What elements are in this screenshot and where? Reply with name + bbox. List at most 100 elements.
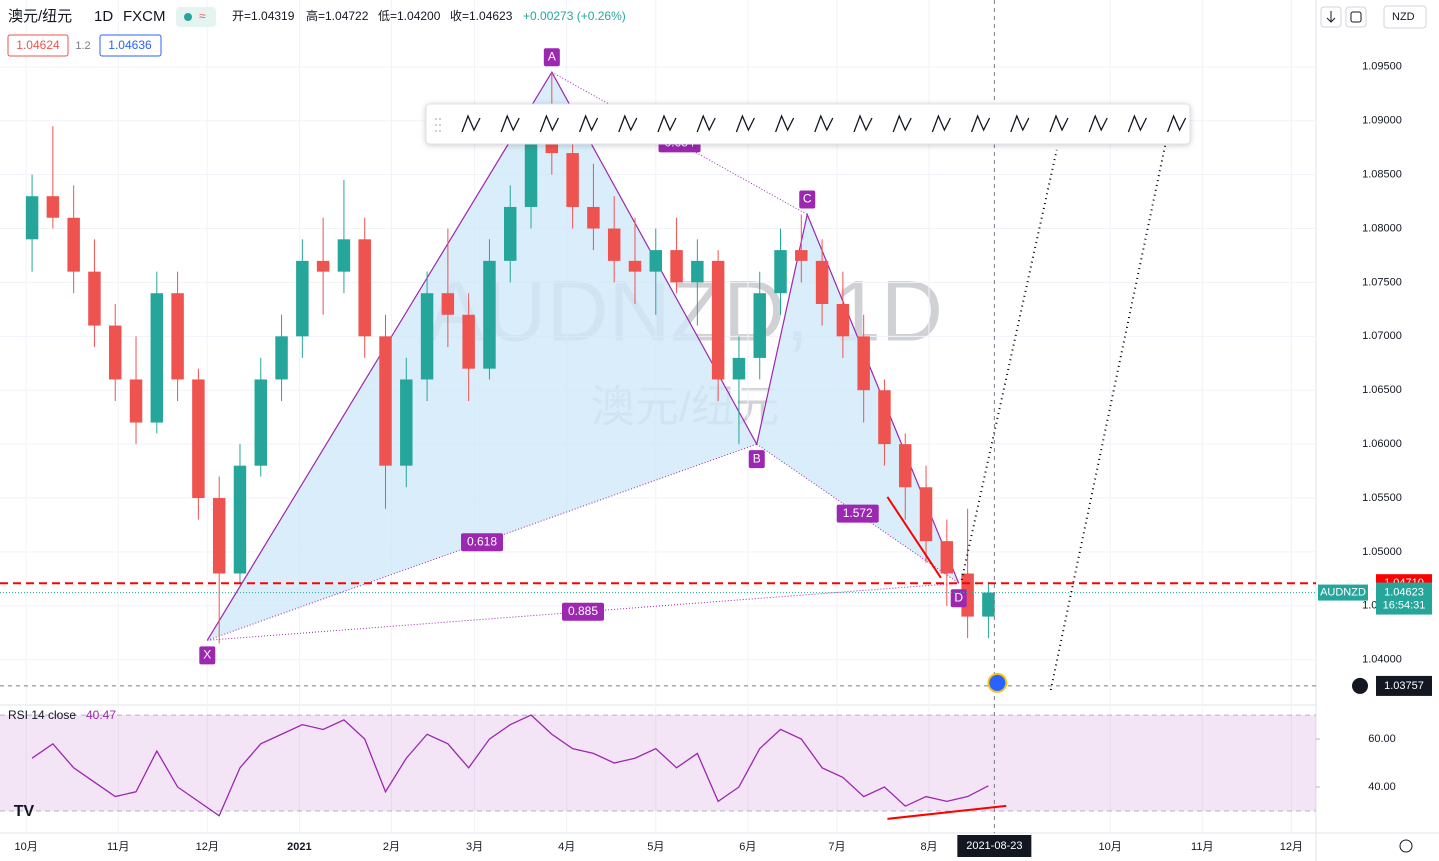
- last-price-label: 1.04623: [1384, 586, 1424, 598]
- candle-body: [670, 250, 683, 283]
- candle-body: [691, 260, 704, 283]
- tool-icon: [735, 114, 755, 133]
- tool-icon: [696, 114, 716, 133]
- refresh-icon: [1350, 11, 1362, 23]
- rsi-line: [31, 714, 989, 817]
- tool-button[interactable]: [614, 110, 642, 138]
- toolbar: [425, 103, 1191, 145]
- tool-button[interactable]: [1006, 110, 1034, 138]
- candle-body: [420, 293, 434, 380]
- x-tick-label: 10月: [15, 841, 38, 853]
- buy-button[interactable]: [99, 34, 162, 57]
- x-tick-label: 4月: [558, 841, 575, 853]
- crosshair-x-label: 2021-08-23: [966, 840, 1022, 852]
- y-tick-label: 1.09000: [1362, 115, 1402, 127]
- tool-button[interactable]: [771, 110, 799, 138]
- tool-icon: [657, 114, 677, 133]
- tool-button[interactable]: [810, 110, 838, 138]
- y-tick-label: 1.06000: [1362, 438, 1402, 450]
- change: +0.00273 (+0.26%): [523, 9, 626, 23]
- tool-button[interactable]: [496, 110, 524, 138]
- symbol-label: AUDNZD: [1320, 586, 1366, 598]
- add-alert[interactable]: [1352, 677, 1368, 694]
- tool-button[interactable]: [1123, 110, 1151, 138]
- tool-button[interactable]: [849, 110, 877, 138]
- candle-body: [88, 271, 101, 326]
- ratio-box: [836, 504, 879, 523]
- candle-body: [587, 206, 600, 229]
- y-tick-label: 1.07000: [1362, 330, 1402, 342]
- tool-button[interactable]: [692, 110, 720, 138]
- bottom-controls: TV: [14, 803, 1413, 853]
- candle-body: [732, 357, 746, 380]
- tool-button[interactable]: [967, 110, 995, 138]
- settings-button[interactable]: [1399, 839, 1413, 853]
- countdown: 16:54:31: [1383, 599, 1426, 611]
- tool-button[interactable]: [535, 110, 563, 138]
- y-tick-label: 1.05500: [1362, 492, 1402, 504]
- candle-body: [171, 293, 184, 380]
- candle-body: [233, 465, 247, 574]
- currency-select[interactable]: [1383, 5, 1427, 29]
- crosshair-y-label: 1.03757: [1384, 680, 1424, 692]
- symbol-box: [1318, 584, 1368, 601]
- pattern-area: [756, 214, 959, 584]
- x-tick-label: 2021: [287, 841, 311, 853]
- ratio-box: [461, 533, 504, 552]
- x-tick-label: 12月: [1280, 841, 1303, 853]
- candle-body: [108, 325, 122, 380]
- point-box: [543, 48, 560, 67]
- candle-body: [711, 260, 725, 380]
- tool-button[interactable]: [457, 110, 485, 138]
- interval[interactable]: 1D: [94, 8, 113, 25]
- point-label: D: [954, 590, 963, 604]
- ratio-line: [756, 443, 959, 584]
- x-tick-label: 10月: [1099, 841, 1122, 853]
- point-label: X: [203, 647, 211, 661]
- tool-button[interactable]: [927, 110, 955, 138]
- tool-button[interactable]: [731, 110, 759, 138]
- ratio-label: 1.572: [843, 506, 873, 520]
- logo[interactable]: TV: [14, 803, 35, 820]
- tool-icon: [1127, 114, 1147, 133]
- tool-icon: [931, 114, 951, 133]
- crosshair-x-box: [957, 835, 1032, 857]
- sell-button[interactable]: [7, 34, 69, 57]
- point-label: B: [753, 451, 761, 465]
- candle-body: [795, 250, 808, 261]
- candle-body: [753, 293, 766, 358]
- tool-button[interactable]: [1045, 110, 1073, 138]
- candle-body: [649, 250, 663, 272]
- market-status[interactable]: [176, 7, 216, 27]
- candle-body: [628, 260, 642, 272]
- tool-button[interactable]: [1163, 110, 1191, 138]
- x-tick-label: 3月: [466, 841, 483, 853]
- tool-button[interactable]: [653, 110, 681, 138]
- rsi-tick-label: 40.00: [1368, 781, 1396, 793]
- tool-icon: [1166, 114, 1187, 133]
- tool-icon: [970, 114, 991, 133]
- high: 高=1.04722: [306, 8, 369, 23]
- candle-body: [566, 153, 579, 207]
- tool-button[interactable]: [575, 110, 603, 138]
- candle-body: [296, 260, 309, 337]
- refresh-button[interactable]: [1345, 6, 1367, 28]
- y-tick-label: 1.09500: [1362, 61, 1402, 73]
- x-tick-label: 11月: [107, 841, 129, 853]
- candle-body: [899, 444, 912, 488]
- candle-body: [462, 314, 475, 369]
- x-tick-label: 5月: [647, 841, 664, 853]
- ask: 1.04636: [108, 38, 152, 52]
- ratio-line: [207, 582, 959, 641]
- currency: NZD: [1392, 11, 1415, 23]
- y-tick-label: 1.04000: [1362, 654, 1402, 666]
- tool-icon: [618, 114, 638, 133]
- tool-icon: [1010, 114, 1030, 133]
- candle-body: [815, 260, 829, 304]
- tool-button[interactable]: [1084, 110, 1112, 138]
- x-tick-label: 12月: [196, 841, 219, 853]
- x-tick-label: 2月: [383, 841, 400, 853]
- tool-button[interactable]: [888, 110, 916, 138]
